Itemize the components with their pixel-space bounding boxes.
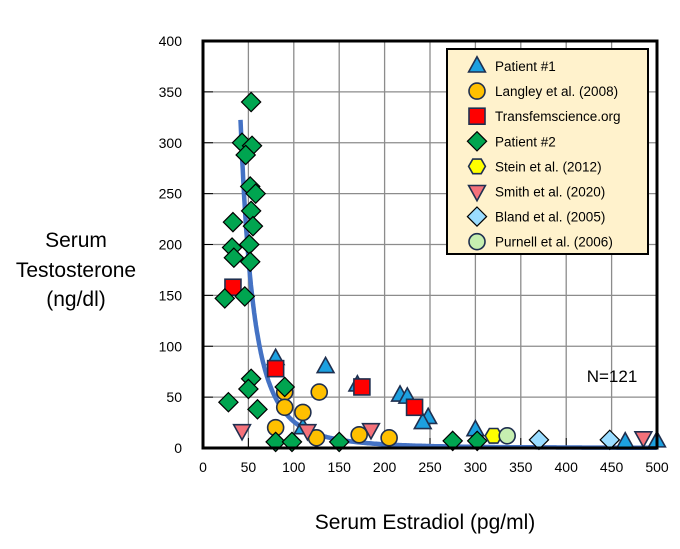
legend-label: Stein et al. (2012) — [495, 159, 602, 174]
y-tick-label: 50 — [166, 389, 182, 405]
plot-frame — [201, 39, 659, 450]
x-tick-label: 100 — [282, 459, 306, 475]
data-point — [275, 398, 294, 417]
sample-size-annotation: N=121 — [587, 367, 638, 386]
x-axis-title: Serum Estradiol (pg/ml) — [315, 511, 536, 534]
data-point — [498, 426, 516, 445]
legend-item: Patient #1 — [467, 55, 556, 74]
legend-label: Patient #2 — [495, 134, 556, 149]
legend-item: Langley et al. (2008) — [468, 82, 618, 100]
legend-marker-icon — [468, 232, 486, 251]
y-tick-label: 350 — [159, 84, 183, 100]
data-point — [224, 278, 242, 297]
data-point — [350, 425, 368, 444]
legend-item: Patient #2 — [466, 130, 556, 152]
data-point — [235, 144, 257, 166]
legend-label: Transfemscience.org — [495, 109, 621, 124]
data-point — [232, 423, 252, 442]
legend-label: Patient #1 — [495, 59, 556, 74]
y-tick-label: 0 — [174, 440, 182, 456]
x-tick-label: 300 — [464, 459, 488, 475]
data-point — [315, 355, 336, 374]
legend-item: Smith et al. (2020) — [467, 184, 605, 203]
legend-item: Transfemscience.org — [468, 107, 621, 125]
x-tick-label: 150 — [328, 459, 352, 475]
x-tick-label: 0 — [199, 459, 207, 475]
legend-item: Stein et al. (2012) — [467, 158, 602, 175]
legend-label: Bland et al. (2005) — [495, 210, 605, 225]
x-tick-label: 50 — [241, 459, 257, 475]
data-point — [361, 422, 381, 441]
series-purnell-et-al-2006 — [498, 426, 516, 445]
y-tick-label: 150 — [159, 287, 183, 303]
y-tick-label: 400 — [159, 33, 183, 49]
legend-marker-icon — [468, 82, 486, 100]
y-axis-title-line2: Testosterone — [16, 259, 136, 282]
y-tick-label: 100 — [159, 338, 183, 354]
legend-label: Smith et al. (2020) — [495, 185, 605, 200]
legend-marker-icon — [467, 55, 487, 73]
data-point — [234, 285, 256, 307]
x-tick-label: 450 — [600, 459, 624, 475]
y-tick-label: 250 — [159, 186, 183, 202]
x-tick-label: 250 — [418, 459, 442, 475]
y-axis-title-line3: (ng/dl) — [46, 288, 106, 311]
legend-label: Langley et al. (2008) — [495, 84, 618, 99]
data-point — [223, 247, 245, 269]
legend-marker-icon — [466, 130, 488, 152]
legend: Patient #1 Langley et al. (2008) Transfems… — [446, 48, 649, 255]
data-point — [222, 211, 244, 233]
data-point — [297, 423, 318, 442]
series-stein-et-al-2012 — [484, 427, 503, 444]
data-point — [466, 430, 488, 452]
y-tick-label: 200 — [159, 237, 183, 253]
data-point — [405, 398, 424, 417]
series-transfemscience-org — [224, 278, 424, 417]
legend-marker-icon — [467, 184, 487, 203]
series-patient-1 — [265, 347, 667, 449]
data-point — [310, 383, 329, 401]
data-point — [238, 234, 260, 255]
data-point — [247, 398, 268, 420]
data-point — [214, 287, 236, 309]
data-point — [484, 427, 503, 444]
data-point — [328, 431, 350, 453]
x-tick-label: 400 — [555, 459, 579, 475]
data-point — [380, 429, 398, 447]
data-point — [265, 431, 287, 453]
data-point — [294, 403, 312, 422]
data-point — [274, 376, 296, 398]
x-tick-label: 200 — [373, 459, 397, 475]
data-point — [240, 91, 262, 113]
data-point — [412, 411, 433, 430]
data-point — [442, 430, 464, 452]
data-point — [237, 378, 259, 400]
legend-label: Purnell et al. (2006) — [495, 235, 613, 250]
x-tick-label: 500 — [645, 459, 669, 475]
legend-marker-icon — [468, 107, 486, 125]
x-tick-label: 350 — [509, 459, 533, 475]
data-point — [633, 431, 654, 449]
data-point — [353, 378, 371, 396]
data-point — [217, 391, 239, 413]
data-point — [242, 215, 264, 237]
data-point — [266, 359, 285, 378]
x-axis-ticks: 0 50 100 150 200 250 300 350 400 450 500 — [199, 459, 669, 475]
y-axis-ticks: 0 50 100 150 200 250 300 350 400 — [159, 33, 183, 456]
legend-item: Bland et al. (2005) — [466, 206, 605, 228]
legend-marker-icon — [466, 206, 488, 228]
series-smith-et-al-2020 — [232, 422, 654, 449]
y-axis-title-line1: Serum — [45, 229, 107, 252]
y-tick-label: 300 — [159, 135, 183, 151]
data-point — [239, 251, 261, 273]
legend-marker-icon — [467, 158, 487, 175]
data-point — [245, 183, 267, 205]
legend-item: Purnell et al. (2006) — [468, 232, 613, 251]
